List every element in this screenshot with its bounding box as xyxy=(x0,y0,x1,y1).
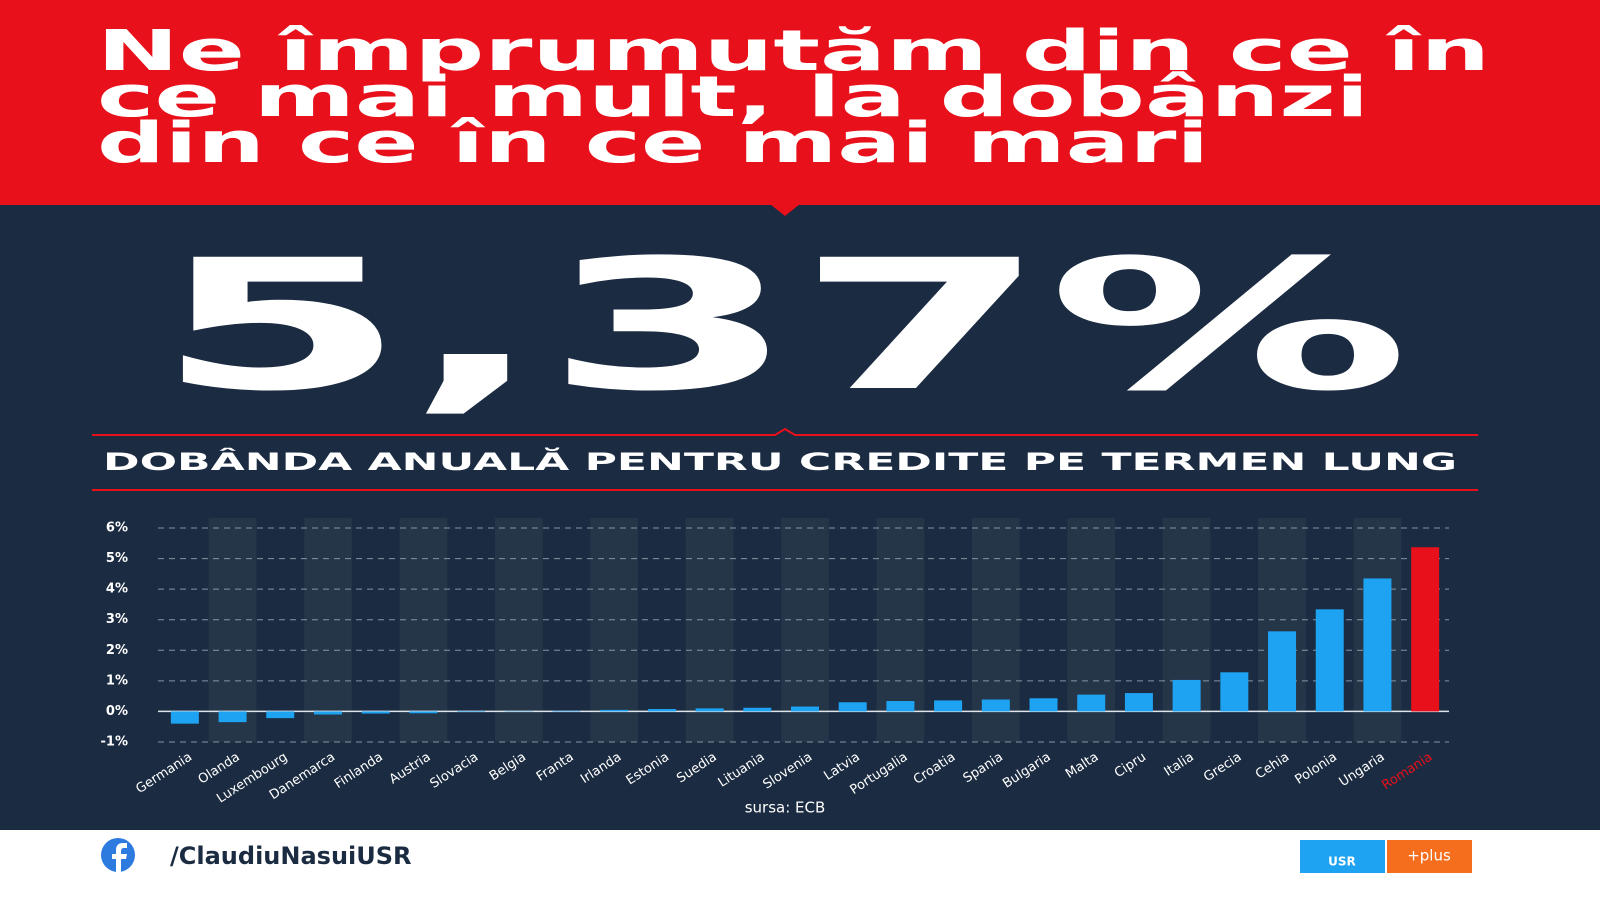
bar xyxy=(1363,578,1391,711)
headline: din ce în ce mai mari xyxy=(97,111,1209,176)
y-tick-label: 3% xyxy=(106,612,128,627)
bar xyxy=(696,708,724,711)
bar xyxy=(552,711,580,712)
bar xyxy=(457,711,485,712)
bar xyxy=(171,711,199,723)
column-shade xyxy=(590,518,638,742)
y-tick-label: 4% xyxy=(106,582,128,597)
bar xyxy=(1125,693,1153,711)
y-tick-label: 0% xyxy=(106,704,128,719)
big-number: 5,37% xyxy=(155,222,1410,431)
source: sursa: ECB xyxy=(745,799,826,817)
bar xyxy=(409,711,437,713)
bar xyxy=(982,700,1010,712)
y-tick-label: 5% xyxy=(106,551,128,566)
bar xyxy=(600,710,628,712)
y-tick-label: -1% xyxy=(101,735,128,750)
bar xyxy=(314,711,342,714)
bar xyxy=(219,711,247,722)
bar xyxy=(362,711,390,713)
column-shade xyxy=(304,518,352,742)
bar xyxy=(839,702,867,711)
bar xyxy=(648,709,676,711)
bar xyxy=(934,700,962,711)
bar xyxy=(1316,609,1344,711)
y-tick-label: 6% xyxy=(106,521,128,536)
column-shade xyxy=(209,518,257,742)
bar xyxy=(266,711,294,718)
logo-text: +plus xyxy=(1407,847,1451,865)
bar xyxy=(1030,698,1058,711)
bar xyxy=(743,708,771,712)
bar xyxy=(886,701,914,711)
column-shade xyxy=(400,518,448,742)
y-tick-label: 1% xyxy=(106,673,128,688)
bar xyxy=(1220,672,1248,711)
y-tick-label: 2% xyxy=(106,643,128,658)
bar xyxy=(1077,695,1105,712)
chart-title: DOBÂNDA ANUALĂ PENTRU CREDITE PE TERMEN … xyxy=(103,446,1457,476)
social-handle[interactable]: /ClaudiuNasuiUSR xyxy=(170,842,412,870)
bar xyxy=(1268,631,1296,711)
bar xyxy=(1173,680,1201,711)
column-shade xyxy=(495,518,543,742)
bar xyxy=(791,707,819,712)
logo-text: USR xyxy=(1328,855,1356,869)
bar xyxy=(1411,547,1439,711)
